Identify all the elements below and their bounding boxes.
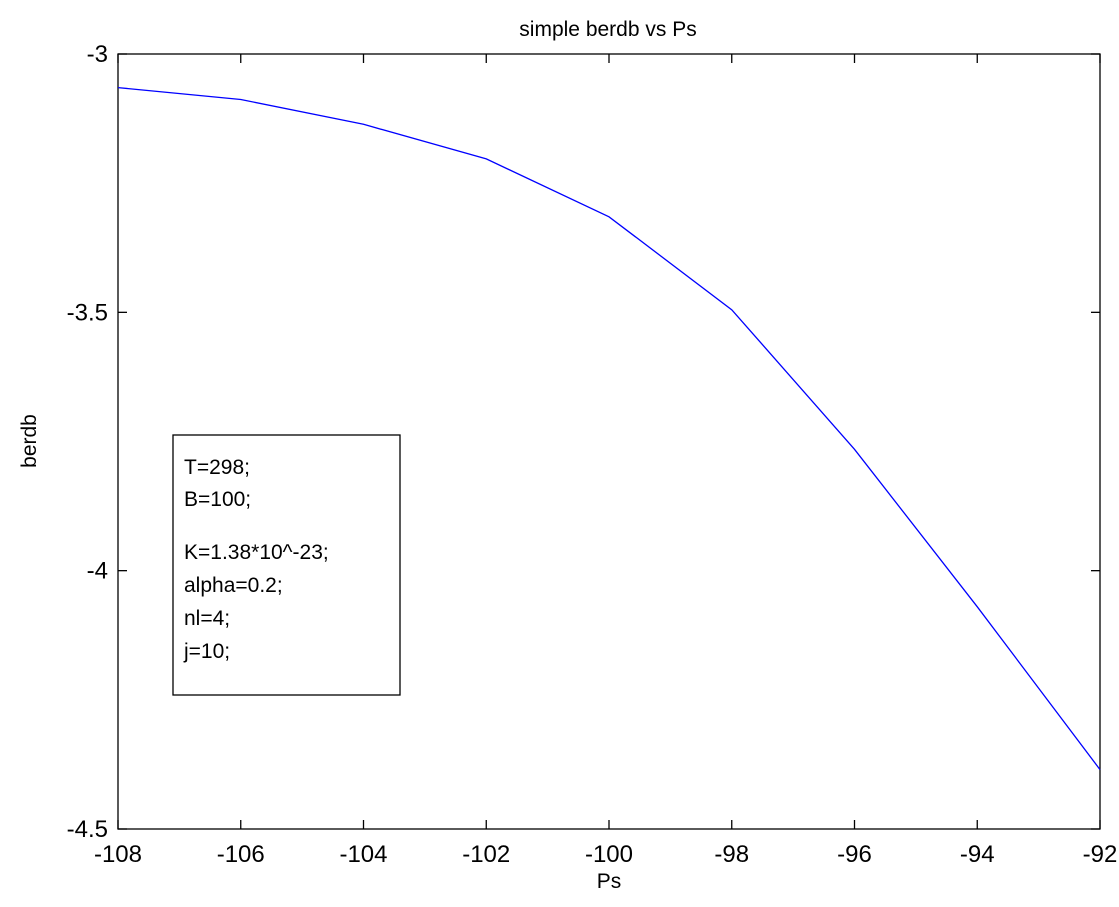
x-axis-label: Ps <box>597 870 622 893</box>
y-tick-label: -4 <box>87 558 108 585</box>
x-tick-label: -104 <box>339 841 387 868</box>
y-tick-label: -3.5 <box>67 299 108 326</box>
x-tick-label: -106 <box>217 841 265 868</box>
annotation-line-5: nl=4; <box>184 607 230 630</box>
annotation-line-4: alpha=0.2; <box>184 574 283 597</box>
series-group <box>117 86 1101 770</box>
y-axis-label: berdb <box>18 414 41 468</box>
series-line-0 <box>117 86 1101 770</box>
y-tick-label: -3 <box>87 41 108 68</box>
x-tick-label: -100 <box>585 841 633 868</box>
annotation-line-3: K=1.38*10^-23; <box>184 541 329 564</box>
annotation-line-2: B=100; <box>184 488 251 511</box>
annotation-border <box>172 434 401 696</box>
x-axis: -108 -106 -104 -102 -100 -98 -96 -94 -92 <box>94 54 1117 868</box>
chart-title: simple berdb vs Ps <box>519 18 696 41</box>
y-axis: -4.5 -4 -3.5 -3 <box>67 41 1100 843</box>
x-tick-label: -108 <box>94 841 142 868</box>
x-tick-label: -98 <box>714 841 749 868</box>
x-tick-label: -96 <box>837 841 872 868</box>
x-tick-label: -92 <box>1083 841 1118 868</box>
annotation-line-1: T=298; <box>184 456 250 479</box>
y-tick-label: -4.5 <box>67 816 108 843</box>
annotation-box: T=298; B=100; K=1.38*10^-23; alpha=0.2; … <box>172 434 401 696</box>
annotation-line-6: j=10; <box>183 640 230 663</box>
x-tick-label: -94 <box>960 841 995 868</box>
x-tick-label: -102 <box>462 841 510 868</box>
